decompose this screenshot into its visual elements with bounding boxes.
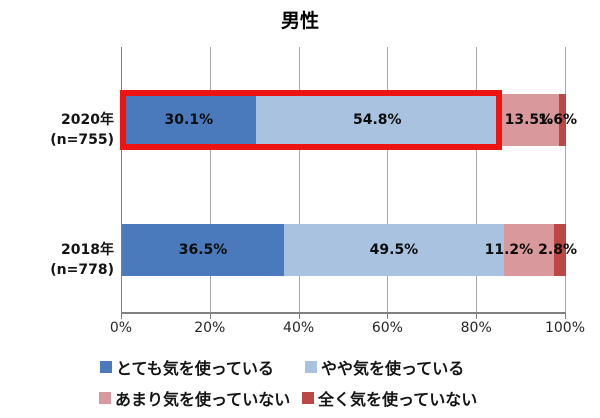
legend-swatch [302, 392, 314, 404]
chart-title: 男性 [280, 10, 319, 32]
segment-value-label: 54.8% [353, 112, 402, 128]
gridline-80% [476, 47, 478, 312]
legend-swatch [100, 361, 112, 373]
bar-segment: 49.5% [284, 224, 504, 276]
bar-2020年: 30.1% 54.8% 13.5% 1.6% [122, 94, 577, 146]
x-axis-tick [298, 314, 300, 319]
legend-label: 全く気を使っていない [318, 390, 478, 409]
x-tick-label: 0% [109, 320, 133, 336]
x-axis-tick [387, 314, 389, 319]
segment-value-label: 13.5% [504, 112, 554, 128]
segment-value-label: 49.5% [369, 242, 419, 258]
x-axis-tick [209, 314, 211, 319]
segment-value-label: 36.5% [178, 242, 228, 258]
bar-segment: 13.5% [498, 94, 559, 146]
segment-value-label: 1.6% [538, 112, 577, 128]
x-axis-tick [565, 314, 566, 319]
segment-value-label: 30.1% [164, 112, 214, 128]
x-tick-label: 20% [194, 320, 226, 336]
legend-swatch [99, 392, 111, 404]
category-label: 2020年(n=755) [50, 112, 114, 148]
bar-segment [553, 224, 566, 276]
legend-item: 全く気を使っていない [302, 387, 477, 409]
category-label: 2018年(n=778) [50, 242, 114, 278]
x-axis-tick [476, 314, 478, 319]
segment-value-label: 11.2% [484, 242, 534, 258]
legend-swatch [305, 361, 317, 373]
x-tick-label: 60% [371, 320, 403, 336]
bar-segment: 54.8% [255, 94, 499, 146]
legend-item: とても気を使っている [100, 356, 274, 378]
legend-label: やや気を使っている [321, 359, 465, 378]
legend-item: やや気を使っている [305, 356, 464, 378]
bar-segment: 30.1% [122, 94, 256, 146]
gridline-60% [387, 47, 389, 312]
plot-area: 30.1% 54.8% 13.5% 1.6% 36.5% 49.5% 11.2% 2.8% [121, 47, 577, 319]
x-tick-label: 40% [283, 320, 315, 336]
bar-2018年: 36.5% 49.5% 11.2% 2.8% [122, 224, 577, 276]
bar-segment: 36.5% [122, 224, 285, 276]
bar-segment [503, 224, 554, 276]
gridline-40% [298, 47, 300, 312]
segment-overflow-labels: 1.6% [538, 94, 577, 146]
gridline-20% [209, 47, 211, 312]
legend-item: あまり気を使っていない [99, 387, 290, 409]
x-tick-label: 100% [544, 320, 586, 336]
segment-overflow-labels: 11.2% 2.8% [485, 224, 577, 276]
legend-label: とても気を使っている [116, 359, 274, 378]
x-tick-label: 80% [460, 320, 492, 336]
gridline-100% [565, 47, 566, 312]
x-axis-tick [121, 314, 122, 319]
legend-label: あまり気を使っていない [115, 390, 291, 409]
segment-value-label: 2.8% [538, 242, 577, 258]
bar-segment [558, 94, 566, 146]
